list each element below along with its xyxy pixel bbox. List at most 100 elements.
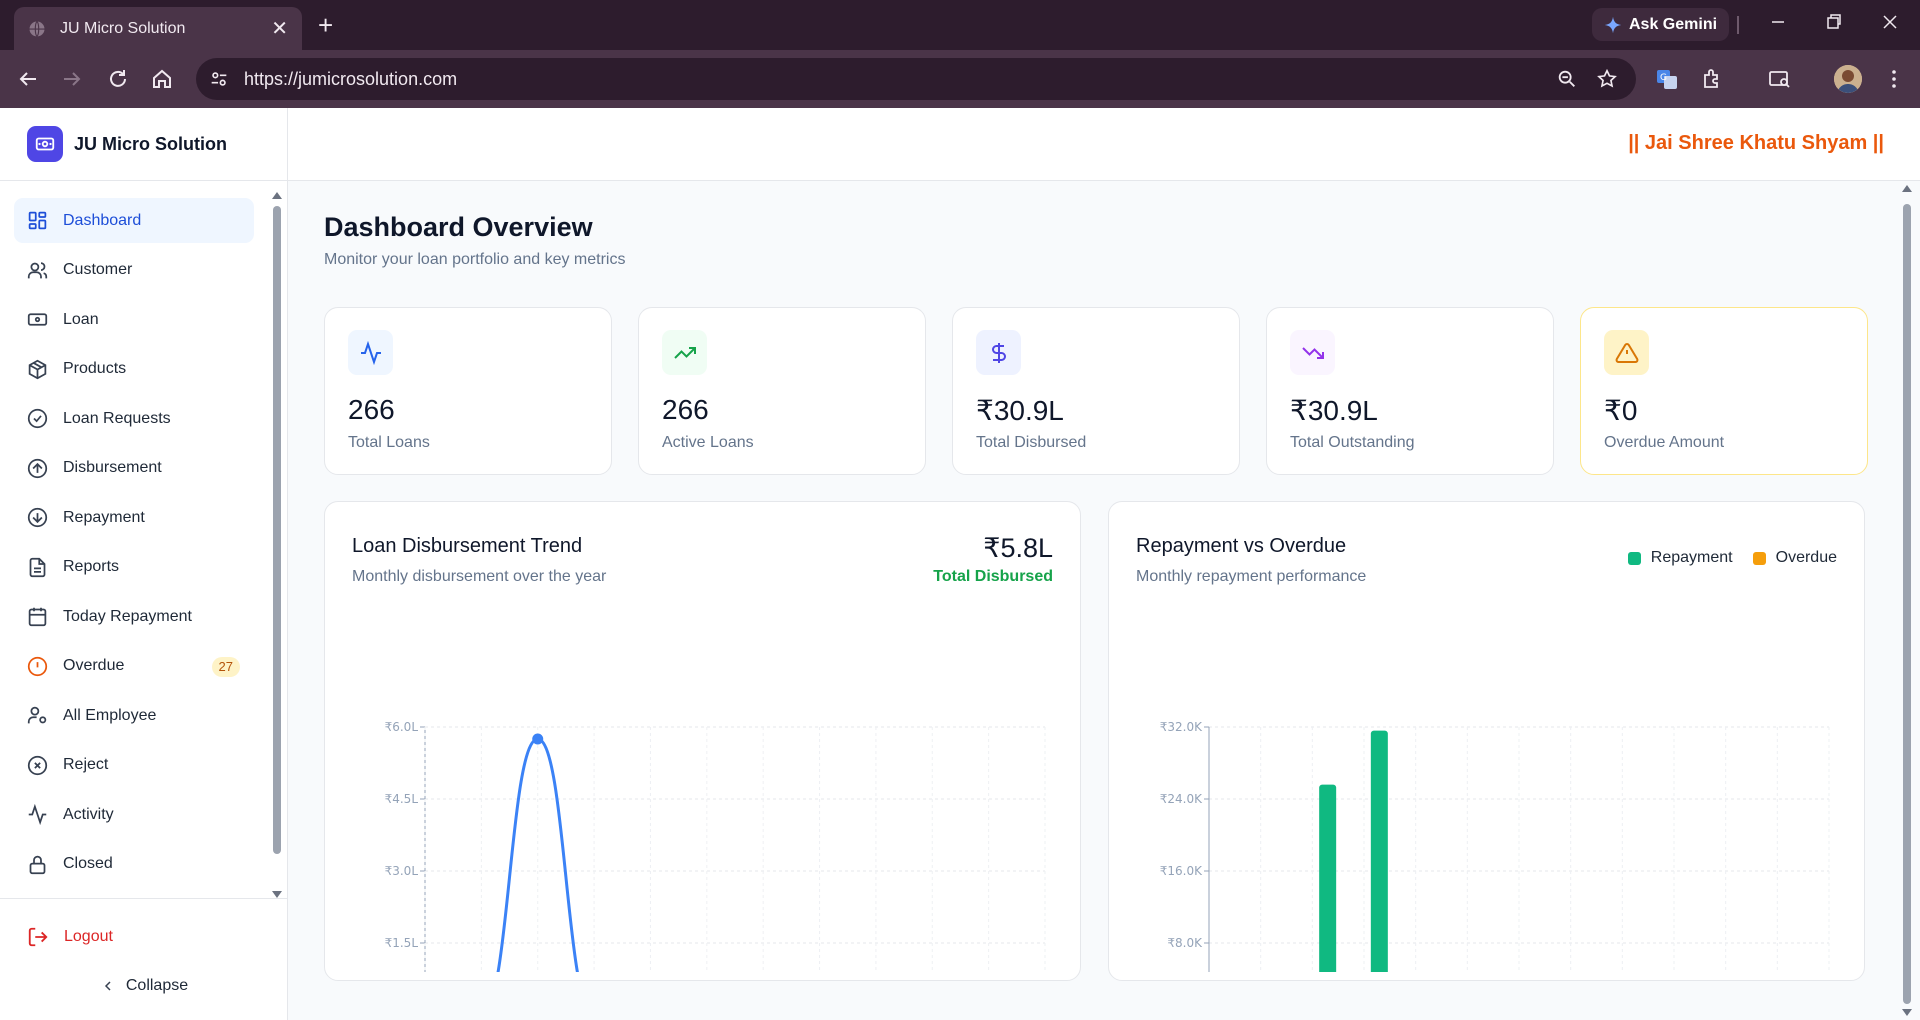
scroll-up-arrow-icon[interactable] — [1902, 185, 1912, 192]
url-text[interactable]: https://jumicrosolution.com — [244, 68, 458, 89]
home-icon[interactable] — [150, 67, 174, 91]
stat-value: 266 — [348, 394, 395, 425]
arrow-down-circle-icon — [27, 507, 48, 528]
sidebar-nav: Dashboard Customer Loan Products Loan Re… — [0, 198, 270, 891]
legend-item-repayment[interactable]: Repayment — [1627, 549, 1733, 567]
y-tick-label: ₹24.0K — [1160, 792, 1203, 806]
sidebar-item-activity[interactable]: Activity — [14, 792, 254, 837]
close-window-icon[interactable] — [1882, 12, 1898, 32]
gemini-sparkle-icon — [1604, 16, 1622, 33]
sidebar-item-customer[interactable]: Customer — [14, 248, 254, 293]
logout-icon — [28, 927, 48, 947]
sidebar-item-label: Today Repayment — [63, 607, 192, 625]
collapse-button[interactable]: Collapse — [0, 971, 288, 1001]
sidebar-item-reject[interactable]: Reject — [14, 743, 254, 788]
sidebar-item-closed[interactable]: Closed — [14, 842, 254, 887]
site-info-icon[interactable] — [208, 68, 230, 90]
sidebar-item-loan[interactable]: Loan — [14, 297, 254, 342]
activity-icon — [28, 804, 47, 825]
sidebar-item-products[interactable]: Products — [14, 347, 254, 392]
stat-card-total-disbursed: ₹30.9L Total Disbursed — [952, 307, 1240, 475]
sidebar-item-label: Loan Requests — [63, 409, 171, 427]
repayment-overdue-card: Repayment vs Overdue Monthly repayment p… — [1108, 501, 1865, 981]
new-tab-button[interactable]: + — [318, 10, 334, 40]
address-bar[interactable]: https://jumicrosolution.com — [196, 58, 1636, 100]
bookmark-star-icon[interactable] — [1596, 68, 1618, 90]
y-tick-label: ₹16.0K — [1160, 864, 1203, 878]
logout-button[interactable]: Logout — [0, 913, 288, 961]
main-content: Dashboard Overview Monitor your loan por… — [288, 181, 1920, 1020]
ask-gemini-label: Ask Gemini — [1629, 15, 1718, 33]
sidebar-item-all-employee[interactable]: All Employee — [14, 693, 254, 738]
ask-gemini-button[interactable]: Ask Gemini — [1592, 8, 1730, 41]
sidebar-item-label: Reports — [63, 558, 120, 575]
dashboard-icon — [28, 211, 47, 230]
stat-card-total-outstanding: ₹30.9L Total Outstanding — [1266, 307, 1554, 475]
back-arrow-icon[interactable] — [16, 67, 40, 91]
banknote-icon — [27, 313, 48, 326]
main-scrollbar[interactable] — [1900, 181, 1914, 1020]
y-tick-label: ₹6.0L — [385, 720, 419, 734]
sidebar: JU Micro Solution Dashboard Customer Loa… — [0, 108, 288, 1020]
legend-item-overdue[interactable]: Overdue — [1752, 549, 1837, 567]
sidebar-item-dashboard[interactable]: Dashboard — [14, 198, 254, 243]
dollar-icon — [976, 330, 1021, 375]
stat-label: Total Disbursed — [976, 434, 1087, 451]
sidebar-scrollbar[interactable] — [270, 188, 284, 902]
file-text-icon — [29, 557, 46, 577]
sidebar-item-label: Products — [63, 360, 127, 377]
warning-icon — [1604, 330, 1649, 375]
sidebar-item-label: Loan — [63, 310, 99, 328]
chevron-left-icon — [104, 981, 111, 991]
disbursement-line-chart: ₹0₹1.5L₹3.0L₹4.5L₹6.0LJanFebMarAprMayJun… — [385, 720, 1046, 972]
sidebar-item-label: Disbursement — [63, 459, 162, 476]
page-title: Dashboard Overview — [324, 212, 593, 242]
stat-value: 266 — [662, 394, 709, 425]
stat-value: ₹0 — [1604, 395, 1638, 426]
bar-repayment — [1370, 730, 1388, 972]
sidebar-item-label: Repayment — [63, 508, 145, 526]
package-icon — [28, 359, 47, 379]
stat-value: ₹30.9L — [1290, 395, 1378, 426]
collapse-label: Collapse — [125, 977, 189, 994]
tab-search-icon[interactable] — [1768, 67, 1792, 91]
sidebar-item-label: Dashboard — [63, 211, 142, 229]
scroll-down-arrow-icon[interactable] — [272, 891, 282, 898]
browser-tab[interactable]: JU Micro Solution ✕ — [14, 7, 302, 50]
card-title: Repayment vs Overdue — [1136, 535, 1347, 557]
sidebar-item-repayment[interactable]: Repayment — [14, 495, 254, 540]
main-scroll-thumb[interactable] — [1903, 204, 1911, 1004]
scroll-down-arrow-icon[interactable] — [1902, 1009, 1912, 1016]
sidebar-item-label: Reject — [63, 756, 109, 773]
close-tab-icon[interactable]: ✕ — [271, 17, 288, 40]
brand[interactable]: JU Micro Solution — [0, 108, 287, 181]
translate-icon[interactable]: G — [1655, 67, 1679, 91]
svg-text:G: G — [1660, 73, 1667, 83]
sidebar-item-reports[interactable]: Reports — [14, 545, 254, 590]
profile-avatar[interactable] — [1834, 65, 1862, 93]
restore-icon[interactable] — [1826, 12, 1842, 32]
scroll-up-arrow-icon[interactable] — [272, 192, 282, 199]
forward-arrow-icon[interactable] — [60, 67, 84, 91]
sidebar-item-overdue[interactable]: Overdue 27 — [14, 644, 254, 689]
sidebar-scroll-thumb[interactable] — [273, 206, 281, 854]
check-circle-icon — [27, 408, 48, 429]
extensions-icon[interactable] — [1700, 67, 1724, 91]
minimize-icon[interactable] — [1770, 12, 1786, 32]
y-tick-label: ₹32.0K — [1160, 720, 1203, 734]
repayment-bar-chart: ₹0₹8.0K₹16.0K₹24.0K₹32.0KJanFebMarAprMay… — [1160, 720, 1830, 972]
browser-menu-icon[interactable] — [1882, 67, 1906, 91]
y-tick-label: ₹1.5L — [385, 936, 419, 950]
stat-card-total-loans: 266 Total Loans — [324, 307, 612, 475]
sidebar-item-label: All Employee — [63, 706, 157, 724]
sidebar-item-today-repayment[interactable]: Today Repayment — [14, 594, 254, 639]
top-header: || Jai Shree Khatu Shyam || — [288, 108, 1920, 181]
page-subtitle: Monitor your loan portfolio and key metr… — [324, 251, 626, 268]
reload-icon[interactable] — [106, 67, 130, 91]
sidebar-item-disbursement[interactable]: Disbursement — [14, 446, 254, 491]
trending-down-icon — [1290, 330, 1335, 375]
zoom-icon[interactable] — [1556, 68, 1578, 90]
stat-label: Total Outstanding — [1290, 434, 1415, 451]
lock-icon — [29, 855, 46, 874]
sidebar-item-loan-requests[interactable]: Loan Requests — [14, 396, 254, 441]
